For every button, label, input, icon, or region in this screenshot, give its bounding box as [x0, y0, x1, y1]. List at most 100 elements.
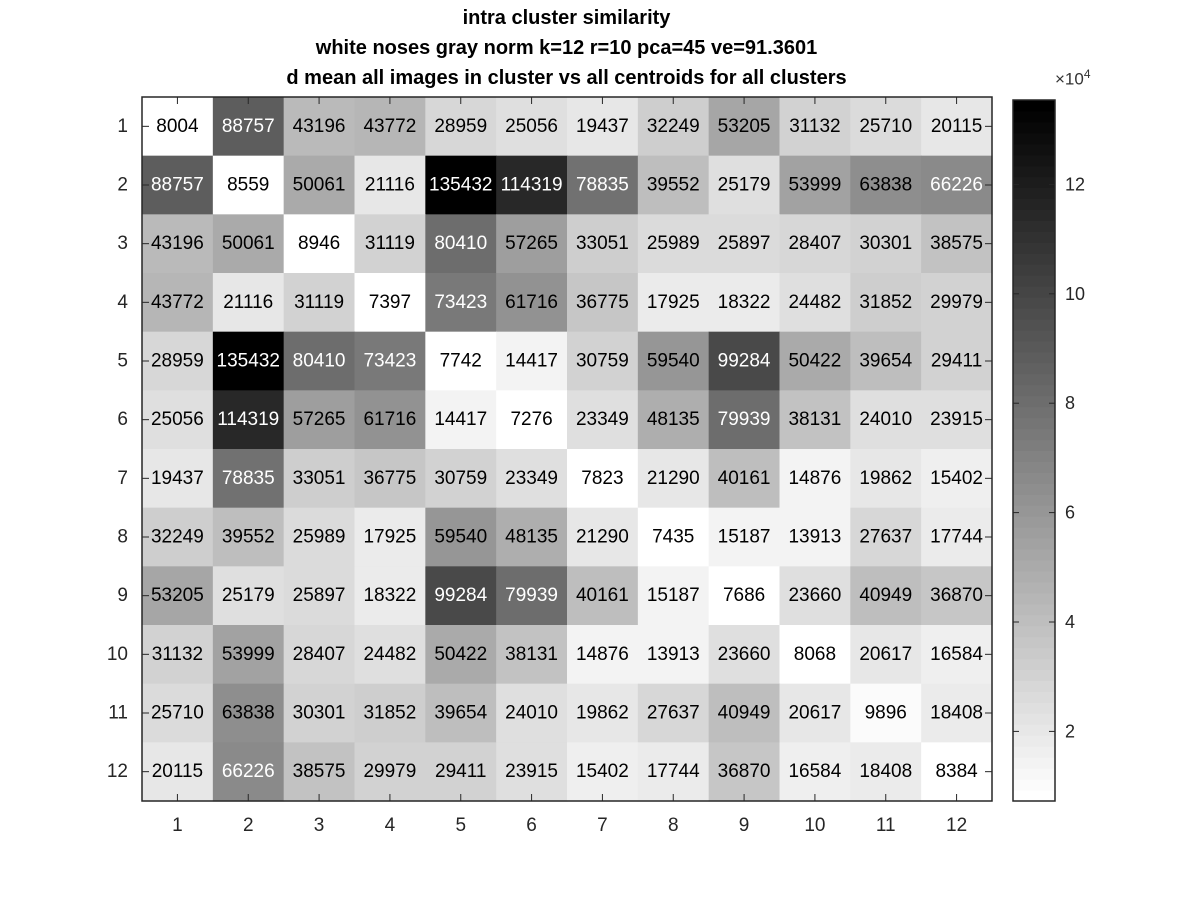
cell-value-label: 31852 [859, 292, 912, 313]
cell-value-label: 23349 [576, 409, 629, 430]
cell-value-label: 31132 [789, 116, 840, 137]
colorbar-segment [1013, 614, 1055, 627]
heatmap-cell-r9-c1 [142, 566, 214, 626]
heatmap-cell-r5-c4 [354, 331, 426, 391]
heatmap-cell-r9-c5 [425, 566, 497, 626]
heatmap-cell-r2-c9 [708, 155, 781, 215]
heatmap-cell-r3-c2 [212, 214, 285, 274]
colorbar-segment [1013, 494, 1055, 506]
heatmap-cell-r1-c12 [921, 97, 993, 157]
heatmap-cell-r5-c12 [921, 331, 993, 391]
cell-value-label: 43196 [151, 233, 204, 254]
heatmap-cell-r7-c9 [708, 449, 781, 509]
cell-value-label: 8068 [794, 644, 836, 665]
colorbar-segment [1013, 680, 1055, 692]
heatmap-cell-r5-c10 [779, 331, 851, 391]
cell-value-label: 31119 [365, 233, 415, 254]
x-tick-label: 1 [172, 815, 183, 836]
heatmap-cell-r12-c2 [212, 742, 285, 802]
colorbar-segment [1013, 187, 1055, 200]
y-tick-label: 6 [117, 409, 128, 430]
heatmap-cell-r8-c7 [567, 507, 639, 567]
heatmap-cell-r10-c10 [779, 625, 851, 685]
heatmap-cell-r5-c8 [637, 331, 710, 391]
cell-value-label: 7276 [510, 409, 552, 430]
colorbar-segment [1013, 132, 1055, 145]
y-tick-label: 11 [108, 703, 128, 724]
cell-value-label: 38575 [930, 233, 983, 254]
heatmap-cell-r7-c11 [850, 449, 922, 509]
cell-value-label: 18322 [363, 585, 416, 606]
colorbar-segment [1013, 428, 1055, 441]
cell-value-label: 14417 [505, 351, 558, 372]
heatmap-cell-r10-c3 [283, 625, 356, 685]
x-axis-ticks: 1 2 3 4 5 6 7 8 9 10 11 12 [172, 97, 967, 836]
cell-value-label: 28959 [434, 116, 487, 137]
colorbar-segment [1013, 603, 1055, 616]
heatmap-cell-r1-c9 [708, 97, 781, 157]
heatmap-cell-r3-c1 [142, 214, 214, 274]
heatmap-cell-r12-c1 [142, 742, 214, 802]
heatmap-cell-r10-c1 [142, 625, 214, 685]
heatmap-cell-r9-c7 [567, 566, 639, 626]
colorbar-segment [1013, 527, 1055, 539]
cell-value-label: 30759 [576, 351, 629, 372]
cell-value-label: 59540 [434, 527, 487, 548]
heatmap-cell-r3-c7 [567, 214, 639, 274]
cell-value-label: 17744 [647, 761, 700, 782]
x-tick-label: 3 [314, 815, 325, 836]
colorbar-segment [1013, 472, 1055, 484]
heatmap-cell-r11-c7 [567, 683, 639, 743]
cell-value-label: 28959 [151, 351, 204, 372]
cell-value-label: 66226 [222, 761, 275, 782]
x-tick-label: 8 [668, 815, 679, 836]
colorbar-segment [1013, 669, 1055, 682]
colorbar-segment [1013, 625, 1055, 638]
heatmap-cell-r4-c6 [496, 273, 568, 333]
colorbar-frame [1012, 99, 1056, 802]
heatmap-cell-r6-c6 [496, 390, 568, 450]
heatmap-cell-r2-c5 [425, 155, 497, 215]
cell-value-label: 135432 [217, 351, 280, 372]
cell-value-label: 53999 [788, 175, 841, 196]
colorbar-segment [1013, 549, 1055, 561]
colorbar-segment [1013, 242, 1055, 254]
heatmap-cell-r6-c5 [425, 390, 497, 450]
cell-value-label: 7686 [723, 585, 765, 606]
cell-value-label: 39654 [434, 703, 487, 724]
heatmap-cell-r4-c2 [212, 273, 285, 333]
colorbar-tick-label: 8 [1065, 393, 1075, 413]
cell-value-label: 16584 [930, 644, 983, 665]
cell-value-label: 57265 [505, 233, 558, 254]
cell-value-label: 28407 [293, 644, 346, 665]
heatmap-cell-r3-c4 [354, 214, 426, 274]
cell-value-label: 40949 [718, 703, 771, 724]
heatmap-cell-r3-c11 [850, 214, 922, 274]
colorbar-segment [1013, 143, 1055, 156]
colorbar-segment [1013, 319, 1055, 331]
cell-value-label: 32249 [647, 116, 700, 137]
plot-frame [141, 96, 993, 802]
heatmap-cell-r3-c5 [425, 214, 497, 274]
heatmap-cell-r10-c6 [496, 625, 568, 685]
heatmap-cell-r10-c11 [850, 625, 922, 685]
cell-value-label: 73423 [434, 292, 487, 313]
cell-value-label: 7742 [440, 351, 482, 372]
cell-value-label: 21116 [223, 292, 273, 313]
cell-value-label: 79939 [718, 409, 771, 430]
cell-value-label: 24010 [505, 703, 558, 724]
cell-value-label: 20617 [788, 703, 841, 724]
cell-value-label: 23349 [505, 468, 558, 489]
heatmap-cell-r8-c10 [779, 507, 851, 567]
cell-value-label: 8946 [298, 233, 340, 254]
colorbar-multiplier-exponent: 4 [1083, 67, 1091, 81]
colorbar-segment [1013, 647, 1055, 660]
heatmap-cell-r9-c11 [850, 566, 922, 626]
heatmap-cell-r5-c6 [496, 331, 568, 391]
cell-value-label: 39654 [859, 351, 912, 372]
colorbar-tick-label: 2 [1065, 721, 1075, 741]
heatmap-cell-r6-c11 [850, 390, 922, 450]
heatmap-cell-r8-c12 [921, 507, 993, 567]
